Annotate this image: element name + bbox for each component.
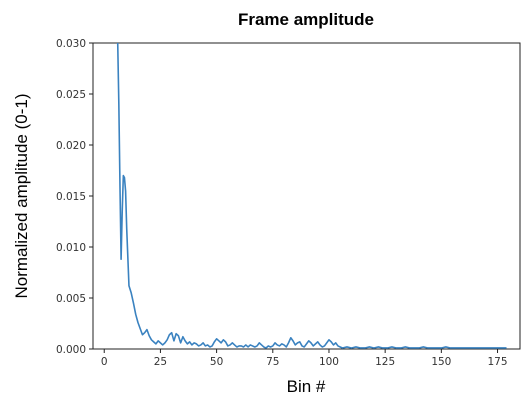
- chart-title: Frame amplitude: [238, 10, 374, 29]
- x-tick-label: 50: [210, 356, 223, 368]
- y-tick-label: 0.030: [56, 38, 86, 50]
- y-tick-label: 0.010: [56, 242, 86, 254]
- x-tick-label: 75: [266, 356, 279, 368]
- x-tick-label: 125: [375, 356, 395, 368]
- y-axis: 0.000 0.005 0.010 0.015 0.020 0.025 0.030: [56, 38, 93, 356]
- y-axis-label: Normalized amplitude (0-1): [12, 93, 31, 298]
- y-tick-label: 0.020: [56, 140, 86, 152]
- plot-frame: [92, 42, 521, 350]
- x-tick-label: 0: [101, 356, 108, 368]
- x-tick-label: 100: [319, 356, 339, 368]
- y-tick-label: 0.015: [56, 191, 86, 203]
- x-tick-label: 150: [431, 356, 451, 368]
- x-tick-label: 175: [488, 356, 508, 368]
- x-axis-label: Bin #: [287, 377, 326, 396]
- y-tick-label: 0.000: [56, 344, 86, 356]
- x-axis: 0 25 50 75 100 125 150 175: [101, 349, 508, 368]
- plot-area: [116, 42, 507, 349]
- y-tick-label: 0.025: [56, 89, 86, 101]
- y-tick-label: 0.005: [56, 293, 86, 305]
- x-tick-label: 25: [154, 356, 167, 368]
- series-line: [116, 42, 507, 349]
